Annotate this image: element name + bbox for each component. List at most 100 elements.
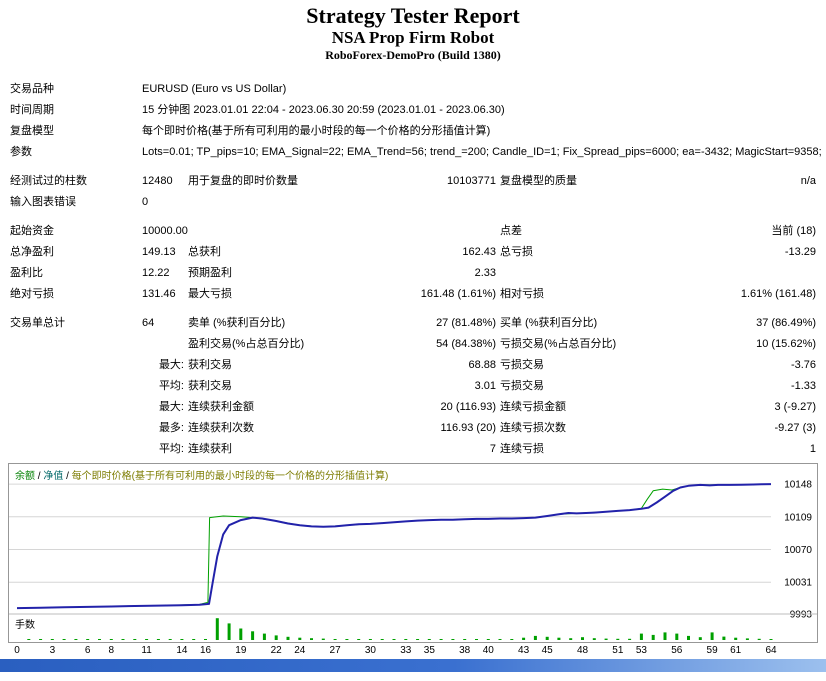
short-positions-value: 27 (81.48%) (436, 317, 496, 329)
average-profit-label: 获利交易 (188, 380, 232, 392)
period-label: 时间周期 (10, 104, 54, 116)
chart-x-axis: 0 3 6 8 11 14 16 19 22 24 27 30 33 35 38 40 43 45 48 51 53 56… (8, 643, 826, 657)
profit-trades-label: 盈利交易(%占总百分比) (188, 338, 305, 350)
row-profit-factor: 盈利比 12.22 预期盈利 2.33 (8, 263, 818, 284)
x-tick-label: 27 (329, 645, 341, 656)
model-label: 复盘模型 (10, 125, 54, 137)
expected-payoff-value: 2.33 (474, 267, 496, 279)
consecutive-profit-value: 20 (116.93) (440, 401, 496, 413)
maximal-consecutive-prefix: 最多: (158, 422, 184, 434)
consecutive-profit-label: 连续获利金额 (188, 401, 254, 413)
x-tick-label: 19 (235, 645, 247, 656)
x-tick-label: 16 (199, 645, 212, 656)
row-symbol: 交易品种 EURUSD (Euro vs US Dollar) (8, 79, 818, 100)
consecutive-count-loss-value: -9.27 (3) (774, 422, 817, 434)
loss-trades-label: 亏损交易(%占总百分比) (500, 338, 617, 350)
short-positions-label: 卖单 (%获利百分比) (188, 317, 286, 329)
row-bars-tested: 经测试过的柱数 12480 用于复盘的即时价数量 10103771 复盘模型的质… (8, 171, 818, 192)
row-model: 复盘模型 每个即时价格(基于所有可利用的最小时段的每一个价格的分形插值计算) (8, 121, 818, 142)
total-trades-value: 64 (142, 317, 155, 329)
average-profit-value: 3.01 (474, 380, 496, 392)
average-consecutive-prefix: 平均: (158, 443, 184, 455)
consecutive-count-loss-label: 连续亏损次数 (500, 422, 566, 434)
x-tick-label: 43 (518, 645, 530, 656)
row-parameters: 参数 Lots=0.01; TP_pips=10; EMA_Signal=22;… (8, 142, 822, 163)
x-tick-label: 59 (706, 645, 718, 656)
consecutive-loss-value: 3 (-9.27) (774, 401, 817, 413)
equity-chart: 10148 10109 10070 10031 9993 余额 / 净值 / 每个即时价… (8, 463, 818, 643)
max-drawdown-value: 161.48 (1.61%) (420, 288, 496, 300)
period-value: 15 分钟图 2023.01.01 22:04 - 2023.06.30 20:… (142, 104, 505, 116)
ticks-value: 10103771 (447, 175, 496, 187)
average-loss-value: -1.33 (790, 380, 817, 392)
model-value: 每个即时价格(基于所有可利用的最小时段的每一个价格的分形插值计算) (142, 125, 491, 137)
row-largest: 最大: 获利交易 68.88 亏损交易 -3.76 (8, 355, 818, 376)
x-tick-label: 6 (84, 645, 91, 656)
avg-consecutive-win-label: 连续获利 (188, 443, 232, 455)
svg-text:10148: 10148 (784, 480, 812, 491)
largest-loss-label: 亏损交易 (500, 359, 544, 371)
x-tick-label: 24 (294, 645, 306, 656)
gross-profit-label: 总获利 (188, 246, 221, 258)
row-max-consecutive: 最大: 连续获利金额 20 (116.93) 连续亏损金额 3 (-9.27) (8, 397, 818, 418)
x-tick-label: 8 (108, 645, 115, 656)
legend-equity-label: 净值 (43, 471, 64, 482)
bars-value: 12480 (142, 175, 173, 187)
long-positions-value: 37 (86.49%) (756, 317, 817, 329)
x-tick-label: 3 (49, 645, 56, 656)
row-deposit: 起始资金 10000.00 点差 当前 (18) (8, 221, 818, 242)
long-positions-label: 买单 (%获利百分比) (500, 317, 598, 329)
report-title: Strategy Tester Report (306, 3, 520, 28)
total-trades-label: 交易单总计 (10, 317, 65, 329)
consecutive-count-profit-label: 连续获利次数 (188, 422, 254, 434)
max-consecutive-prefix: 最大: (158, 401, 184, 413)
largest-profit-label: 获利交易 (188, 359, 232, 371)
legend-separator: / (35, 471, 44, 482)
x-tick-label: 14 (176, 645, 188, 656)
row-average-consecutive: 平均: 连续获利 7 连续亏损 1 (8, 439, 818, 460)
largest-loss-value: -3.76 (790, 359, 817, 371)
report-header: Strategy Tester Report NSA Prop Firm Rob… (0, 0, 826, 63)
spread-label: 点差 (500, 225, 522, 237)
window-title-strip (0, 659, 826, 672)
mismatch-value: 0 (142, 196, 149, 208)
gross-loss-label: 总亏损 (500, 246, 533, 258)
legend-separator: / (63, 471, 72, 482)
row-total-trades: 交易单总计 64 卖单 (%获利百分比) 27 (81.48%) 买单 (%获利… (8, 313, 818, 334)
row-period: 时间周期 15 分钟图 2023.01.01 22:04 - 2023.06.3… (8, 100, 818, 121)
svg-text:10109: 10109 (784, 512, 812, 523)
legend-model-label: 每个即时价格(基于所有可利用的最小时段的每一个价格的分形插值计算) (71, 471, 389, 482)
quality-label: 复盘模型的质量 (500, 175, 577, 187)
svg-text:10070: 10070 (784, 545, 812, 556)
x-tick-label: 61 (730, 645, 742, 656)
chart-legend: 余额 / 净值 / 每个即时价格(基于所有可利用的最小时段的每一个价格的分形插值… (15, 467, 388, 482)
avg-consecutive-win-value: 7 (489, 443, 496, 455)
row-maximal-consecutive: 最多: 连续获利次数 116.93 (20) 连续亏损次数 -9.27 (3) (8, 418, 818, 439)
net-profit-label: 总净盈利 (10, 246, 54, 258)
quality-value: n/a (800, 175, 817, 187)
expected-payoff-label: 预期盈利 (188, 267, 232, 279)
lots-label: 手数 (15, 620, 35, 631)
abs-drawdown-label: 绝对亏损 (10, 288, 54, 300)
report-subtitle: NSA Prop Firm Robot (331, 28, 495, 47)
x-tick-label: 51 (612, 645, 624, 656)
ticks-label: 用于复盘的即时价数量 (188, 175, 298, 187)
x-tick-label: 40 (482, 645, 494, 656)
profit-trades-value: 54 (84.38%) (436, 338, 496, 350)
bars-label: 经测试过的柱数 (10, 175, 87, 187)
equity-curve-svg: 10148 10109 10070 10031 9993 (9, 480, 817, 640)
symbol-value: EURUSD (Euro vs US Dollar) (142, 83, 287, 95)
consecutive-loss-label: 连续亏损金额 (500, 401, 566, 413)
legend-balance-label: 余额 (15, 471, 35, 482)
x-tick-label: 38 (459, 645, 471, 656)
largest-profit-value: 68.88 (468, 359, 496, 371)
loss-trades-value: 10 (15.62%) (756, 338, 817, 350)
gross-profit-value: 162.43 (462, 246, 496, 258)
parameters-label: 参数 (10, 146, 32, 158)
abs-drawdown-value: 131.46 (142, 288, 176, 300)
mismatch-label: 输入图表错误 (10, 196, 76, 208)
deposit-label: 起始资金 (10, 225, 54, 237)
average-loss-label: 亏损交易 (500, 380, 544, 392)
x-tick-label: 22 (270, 645, 282, 656)
